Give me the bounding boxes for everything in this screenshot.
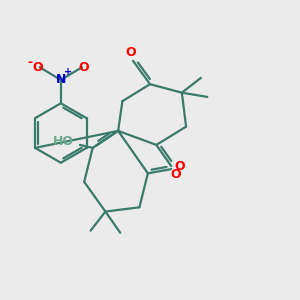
- Text: O: O: [32, 61, 43, 74]
- Text: O: O: [79, 61, 89, 74]
- Text: O: O: [170, 168, 181, 181]
- Text: +: +: [64, 67, 73, 77]
- Text: HO: HO: [52, 135, 74, 148]
- Text: N: N: [56, 74, 66, 86]
- Text: O: O: [174, 160, 185, 173]
- Text: O: O: [126, 46, 136, 59]
- Text: -: -: [28, 56, 33, 70]
